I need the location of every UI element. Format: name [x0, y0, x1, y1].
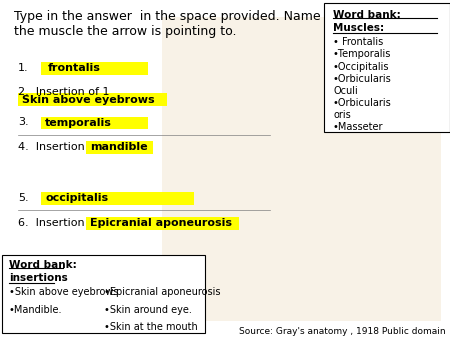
Text: 6.  Insertion: 6. Insertion [18, 218, 85, 228]
Text: Word bank:: Word bank: [9, 260, 77, 270]
Text: 3.: 3. [18, 117, 29, 127]
Text: Word bank:: Word bank: [333, 10, 401, 20]
FancyBboxPatch shape [2, 255, 205, 333]
Text: Oculi: Oculi [333, 86, 358, 96]
Text: Skin above eyebrows: Skin above eyebrows [22, 95, 155, 105]
FancyBboxPatch shape [40, 192, 194, 205]
FancyBboxPatch shape [86, 141, 153, 154]
FancyBboxPatch shape [40, 62, 148, 75]
Text: mandible: mandible [90, 142, 148, 152]
FancyBboxPatch shape [162, 17, 441, 321]
Text: insertions: insertions [9, 273, 68, 283]
Text: •Orbicularis: •Orbicularis [333, 74, 392, 84]
Text: frontalis: frontalis [47, 63, 100, 73]
Text: Muscles:: Muscles: [333, 23, 384, 33]
FancyBboxPatch shape [18, 93, 166, 106]
Text: 4.  Insertion: 4. Insertion [18, 142, 85, 152]
Text: 2.  Insertion of 1: 2. Insertion of 1 [18, 87, 109, 97]
Text: oris: oris [333, 110, 351, 120]
FancyBboxPatch shape [40, 117, 148, 129]
Text: •Occipitalis: •Occipitalis [333, 62, 390, 72]
Text: • Frontalis: • Frontalis [333, 37, 383, 47]
Text: Type in the answer  in the space provided. Name
the muscle the arrow is pointing: Type in the answer in the space provided… [14, 10, 320, 38]
FancyBboxPatch shape [324, 3, 450, 132]
Text: •Epicranial aponeurosis: •Epicranial aponeurosis [104, 287, 220, 297]
Text: •Skin at the mouth: •Skin at the mouth [104, 322, 197, 333]
Text: •Masseter: •Masseter [333, 122, 383, 132]
Text: •Orbicularis: •Orbicularis [333, 98, 392, 108]
Text: •Skin above eyebrows: •Skin above eyebrows [9, 287, 118, 297]
Text: •Temporalis: •Temporalis [333, 49, 392, 59]
Text: •Mandible.: •Mandible. [9, 305, 63, 315]
Text: occipitalis: occipitalis [45, 193, 108, 203]
Text: •Skin around eye.: •Skin around eye. [104, 305, 191, 315]
Text: Epicranial aponeurosis: Epicranial aponeurosis [90, 218, 232, 228]
Text: 5.: 5. [18, 193, 29, 203]
Text: Source: Gray's anatomy , 1918 Public domain: Source: Gray's anatomy , 1918 Public dom… [239, 327, 446, 336]
FancyBboxPatch shape [86, 217, 238, 230]
Text: 1.: 1. [18, 63, 29, 73]
Text: temporalis: temporalis [45, 118, 112, 128]
